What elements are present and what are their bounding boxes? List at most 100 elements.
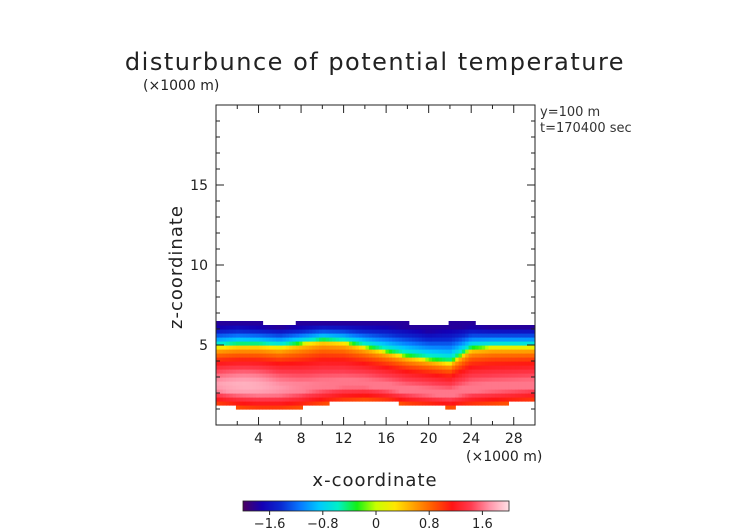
field-cell	[511, 357, 516, 362]
field-cell	[531, 381, 535, 386]
field-cell	[216, 389, 220, 394]
field-cell	[515, 365, 519, 370]
field-cell	[292, 381, 297, 386]
field-cell	[471, 377, 476, 382]
field-cell	[455, 365, 460, 370]
field-cell	[491, 393, 496, 398]
field-cell	[355, 361, 360, 366]
field-cell	[219, 341, 224, 346]
y-axis-label: z-coordinate	[166, 205, 187, 329]
field-cell	[332, 381, 337, 386]
field-cell	[305, 341, 310, 346]
field-cell	[265, 345, 270, 350]
field-cell	[448, 353, 453, 358]
field-cell	[435, 325, 440, 330]
field-cell	[435, 381, 440, 386]
field-cell	[368, 365, 373, 370]
field-cell	[355, 369, 360, 374]
field-cell	[235, 321, 240, 326]
field-cell	[259, 373, 264, 378]
field-cell	[418, 381, 423, 386]
field-cell	[285, 369, 290, 374]
field-cell	[355, 397, 360, 402]
field-cell	[458, 373, 463, 378]
field-cell	[528, 333, 533, 338]
field-cell	[262, 341, 267, 346]
field-cell	[232, 369, 237, 374]
field-cell	[485, 361, 490, 366]
field-cell	[302, 381, 307, 386]
field-cell	[478, 377, 483, 382]
field-cell	[239, 321, 244, 326]
field-cell	[229, 349, 234, 354]
field-cell	[422, 325, 426, 330]
field-cell	[412, 337, 416, 342]
field-cell	[229, 337, 234, 342]
field-cell	[488, 333, 493, 338]
field-cell	[518, 393, 523, 398]
field-cell	[365, 385, 370, 390]
field-cell	[322, 353, 327, 358]
field-cell	[362, 385, 367, 390]
field-cell	[275, 381, 280, 386]
field-cell	[425, 361, 430, 366]
field-cell	[265, 397, 270, 402]
field-cell	[249, 321, 254, 326]
field-cell	[229, 389, 234, 394]
field-cell	[282, 353, 287, 358]
field-cell	[481, 333, 486, 338]
field-cell	[216, 385, 220, 390]
field-cell	[511, 353, 516, 358]
field-cell	[362, 349, 367, 354]
field-cell	[345, 393, 350, 398]
field-cell	[415, 401, 420, 406]
field-cell	[441, 353, 446, 358]
field-cell	[445, 333, 450, 338]
field-cell	[269, 357, 274, 362]
field-cell	[355, 341, 360, 346]
field-cell	[455, 345, 460, 350]
field-cell	[216, 337, 220, 342]
field-cell	[375, 365, 380, 370]
field-cell	[378, 385, 383, 390]
field-cell	[451, 401, 456, 406]
field-cell	[335, 337, 340, 342]
field-cell	[239, 365, 244, 370]
field-cell	[418, 401, 423, 406]
field-cell	[275, 361, 280, 366]
field-cell	[365, 321, 370, 326]
field-cell	[395, 397, 400, 402]
field-cell	[325, 353, 330, 358]
field-cell	[461, 365, 466, 370]
field-cell	[458, 345, 463, 350]
field-cell	[348, 357, 353, 362]
field-cell	[511, 349, 516, 354]
field-cell	[265, 385, 270, 390]
field-cell	[335, 353, 340, 358]
field-cell	[415, 385, 420, 390]
field-cell	[328, 373, 333, 378]
field-cell	[402, 333, 406, 338]
field-cell	[299, 365, 303, 370]
field-cell	[485, 369, 490, 374]
field-cell	[219, 329, 224, 334]
field-cell	[511, 385, 516, 390]
field-cell	[448, 341, 453, 346]
field-cell	[385, 321, 390, 326]
field-cell	[518, 329, 523, 334]
field-cell	[422, 381, 426, 386]
field-cell	[491, 369, 496, 374]
field-cell	[245, 397, 250, 402]
field-cell	[378, 393, 383, 398]
field-cell	[475, 365, 480, 370]
field-cell	[255, 397, 260, 402]
field-cell	[235, 345, 240, 350]
field-cell	[488, 381, 493, 386]
field-cell	[465, 329, 470, 334]
field-cell	[485, 333, 490, 338]
field-cell	[495, 401, 500, 406]
field-cell	[451, 397, 456, 402]
field-cell	[412, 389, 416, 394]
field-cell	[332, 393, 337, 398]
field-cell	[515, 389, 519, 394]
